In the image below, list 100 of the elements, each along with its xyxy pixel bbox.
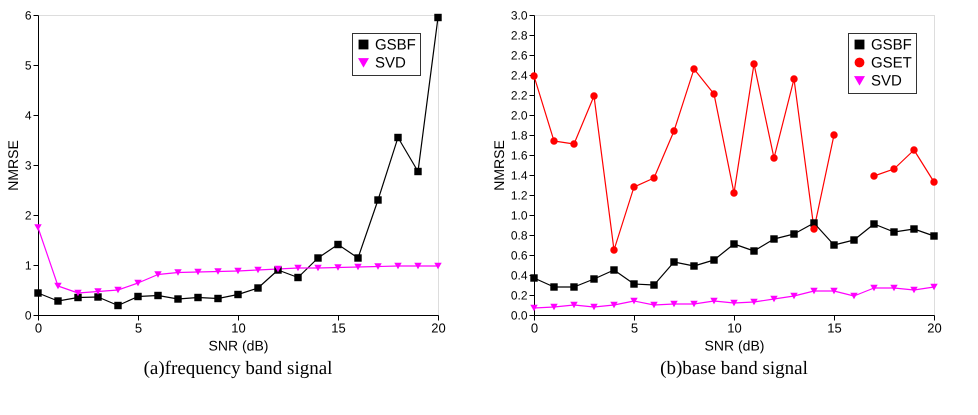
x-tick-label: 15 bbox=[331, 320, 346, 336]
legend-label: GSET bbox=[871, 54, 912, 72]
point bbox=[434, 262, 442, 270]
point bbox=[790, 75, 798, 83]
point bbox=[214, 268, 222, 275]
point bbox=[530, 72, 538, 80]
point bbox=[114, 286, 122, 294]
point bbox=[610, 302, 618, 308]
point bbox=[294, 264, 302, 272]
point bbox=[850, 292, 858, 300]
y-tick-label: 0.4 bbox=[510, 268, 528, 282]
point bbox=[74, 290, 82, 296]
y-tick-label: 2.4 bbox=[510, 68, 528, 82]
legend-label: SVD bbox=[375, 54, 406, 72]
point bbox=[790, 292, 798, 300]
point bbox=[254, 266, 262, 274]
y-tick-label: 1.4 bbox=[510, 168, 528, 182]
point bbox=[550, 304, 558, 310]
y-tick-label: 3.0 bbox=[510, 8, 528, 22]
point bbox=[910, 286, 918, 294]
y-tick-label: 1.6 bbox=[510, 148, 528, 162]
point bbox=[870, 284, 878, 292]
y-tick-label: 1.8 bbox=[510, 128, 528, 142]
y-tick-label: 1.2 bbox=[510, 188, 528, 202]
y-tick-label: 6 bbox=[24, 8, 32, 22]
y-tick-label: 2.8 bbox=[510, 28, 528, 42]
point bbox=[890, 284, 898, 292]
legend-label: GSBF bbox=[375, 36, 416, 54]
point bbox=[530, 304, 538, 312]
point bbox=[374, 263, 382, 270]
y-tick-label: 1 bbox=[24, 258, 32, 272]
point bbox=[570, 302, 578, 308]
point bbox=[590, 92, 598, 100]
point bbox=[134, 280, 142, 286]
legend-label: GSBF bbox=[871, 36, 912, 54]
x-tick-label: 10 bbox=[231, 320, 246, 336]
point bbox=[930, 178, 938, 186]
point bbox=[690, 300, 698, 308]
point bbox=[570, 140, 578, 148]
point bbox=[414, 262, 422, 270]
point bbox=[770, 296, 778, 302]
y-tick-label: 0.2 bbox=[510, 288, 528, 302]
x-tick-label: 20 bbox=[927, 320, 942, 336]
text: (b)base band signal bbox=[660, 358, 808, 379]
text: (a)frequency band signal bbox=[144, 358, 332, 379]
point bbox=[610, 246, 618, 254]
point bbox=[670, 300, 678, 308]
x-tick-label: 5 bbox=[630, 320, 638, 336]
x-tick-label: 0 bbox=[34, 320, 42, 336]
point bbox=[710, 298, 718, 304]
point bbox=[314, 264, 322, 272]
point bbox=[650, 174, 658, 182]
point bbox=[670, 127, 678, 135]
y-tick-label: 2.6 bbox=[510, 48, 528, 62]
x-tick-label: 10 bbox=[727, 320, 742, 336]
point bbox=[630, 183, 638, 191]
point bbox=[54, 282, 62, 290]
x-axis-title: SNR (dB) bbox=[704, 338, 764, 354]
y-tick-label: 0.8 bbox=[510, 228, 528, 242]
point bbox=[810, 225, 818, 233]
point bbox=[550, 137, 558, 145]
point bbox=[930, 284, 938, 290]
point bbox=[910, 146, 918, 154]
point bbox=[750, 298, 758, 306]
y-tick-label: 2 bbox=[24, 208, 32, 222]
y-axis-title: NMRSE bbox=[4, 140, 21, 191]
point bbox=[394, 262, 402, 270]
y-tick-label: 2.0 bbox=[510, 108, 528, 122]
x-tick-label: 20 bbox=[431, 320, 446, 336]
y-axis-title: NMRSE bbox=[490, 140, 507, 191]
point bbox=[154, 271, 162, 278]
x-axis-title: SNR (dB) bbox=[208, 338, 268, 354]
point bbox=[590, 304, 598, 310]
point bbox=[174, 269, 182, 276]
point bbox=[750, 60, 758, 68]
point bbox=[630, 298, 638, 304]
point bbox=[650, 302, 658, 308]
legend-label: SVD bbox=[871, 72, 902, 90]
point bbox=[870, 172, 878, 180]
point bbox=[354, 264, 362, 270]
point bbox=[830, 131, 838, 139]
point bbox=[94, 288, 102, 295]
point bbox=[334, 264, 342, 271]
y-tick-label: 3 bbox=[24, 158, 32, 172]
point bbox=[234, 268, 242, 274]
point bbox=[710, 90, 718, 98]
y-tick-label: 0.6 bbox=[510, 248, 528, 262]
point bbox=[810, 288, 818, 294]
point bbox=[34, 224, 42, 231]
x-tick-label: 5 bbox=[134, 320, 142, 336]
point bbox=[730, 300, 738, 306]
y-tick-label: 0 bbox=[24, 308, 32, 322]
y-tick-label: 5 bbox=[24, 58, 32, 72]
y-tick-label: 1.0 bbox=[510, 208, 528, 222]
y-tick-label: 0.0 bbox=[510, 308, 528, 322]
x-tick-label: 0 bbox=[530, 320, 538, 336]
point bbox=[890, 165, 898, 173]
point bbox=[830, 288, 838, 294]
y-tick-label: 4 bbox=[24, 108, 32, 122]
point bbox=[194, 268, 202, 276]
